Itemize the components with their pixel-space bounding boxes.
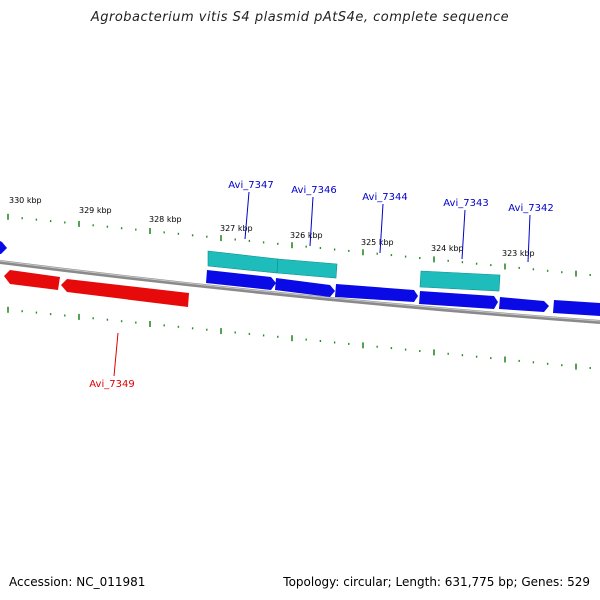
gene-reverse-1[interactable] — [4, 270, 60, 290]
gene-reverse-2[interactable] — [61, 279, 189, 307]
gene-label-avi-7346[interactable]: Avi_7346 — [291, 185, 336, 196]
scale-label: 324 kbp — [431, 244, 464, 253]
feature-cyan-3[interactable] — [419, 270, 501, 292]
topology-stats: Topology: circular; Length: 631,775 bp; … — [283, 575, 590, 589]
feature-cyan-1[interactable] — [207, 250, 279, 274]
scale-labels: 330 kbp 329 kbp 328 kbp 327 kbp 326 kbp … — [9, 196, 535, 258]
gene-forward-5[interactable] — [499, 297, 549, 312]
gene-forward-4[interactable] — [419, 291, 498, 309]
sequence-backbone — [0, 260, 600, 324]
gene-label-line — [309, 196, 314, 247]
scale-label: 325 kbp — [361, 238, 394, 247]
gene-forward-edge[interactable] — [0, 241, 7, 254]
gene-label-line — [461, 209, 466, 260]
gene-label-line — [379, 203, 384, 254]
scale-label: 328 kbp — [149, 215, 182, 224]
outer-tick-ring — [7, 213, 591, 277]
gene-label-line — [113, 332, 119, 377]
gene-label-line — [527, 214, 531, 263]
map-title: Agrobacterium vitis S4 plasmid pAtS4e, c… — [90, 10, 510, 25]
gene-label-avi-7349[interactable]: Avi_7349 — [89, 379, 134, 390]
gene-label-avi-7342[interactable]: Avi_7342 — [508, 203, 553, 214]
gene-forward-2[interactable] — [275, 278, 335, 297]
gene-label-line — [244, 191, 250, 240]
gene-labels: Avi_7347 Avi_7346 Avi_7344 Avi_7343 Avi_… — [89, 180, 553, 390]
gene-label-avi-7344[interactable]: Avi_7344 — [362, 192, 407, 203]
scale-label: 326 kbp — [290, 231, 323, 240]
gene-label-avi-7347[interactable]: Avi_7347 — [228, 180, 273, 191]
gene-forward-3[interactable] — [335, 284, 418, 302]
gene-forward-1[interactable] — [206, 270, 276, 290]
sequence-backbone-highlight — [0, 260, 600, 322]
inner-tick-ring — [7, 306, 591, 370]
scale-label: 327 kbp — [220, 224, 253, 233]
scale-label: 329 kbp — [79, 206, 112, 215]
scale-label: 323 kbp — [502, 249, 535, 258]
accession-label: Accession: NC_011981 — [9, 575, 146, 589]
feature-cyan-2[interactable] — [276, 258, 338, 279]
gene-forward-6[interactable] — [553, 300, 600, 316]
scale-label: 330 kbp — [9, 196, 42, 205]
gene-label-avi-7343[interactable]: Avi_7343 — [443, 198, 488, 209]
